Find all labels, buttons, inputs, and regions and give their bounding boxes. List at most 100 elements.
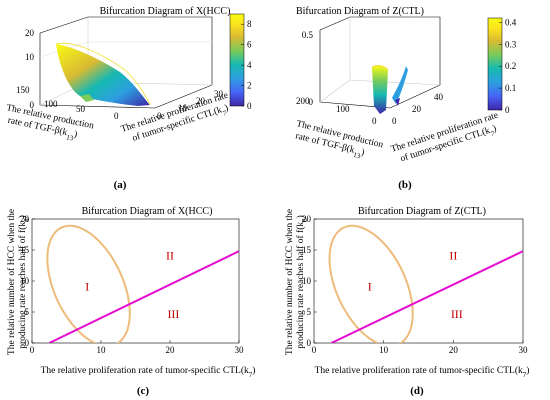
- caption-a: (a): [114, 179, 127, 191]
- region-label: III: [167, 307, 179, 321]
- ytick-label: 10: [20, 276, 30, 286]
- ytick-label: 5: [307, 307, 312, 317]
- ytick-label: 20: [412, 104, 422, 114]
- chart-title: Bifurcation Diagram of Z(CTL): [296, 6, 424, 17]
- xtick-label: 20: [449, 345, 459, 355]
- region-label: I: [368, 279, 372, 293]
- colorbar-tick-label: 0.3: [505, 39, 517, 49]
- region-label: III: [451, 307, 463, 321]
- surface-x-hcc: [56, 44, 150, 106]
- caption-b: (b): [398, 179, 412, 191]
- ytick-label: 20: [196, 96, 206, 106]
- colorbar-tick-label: 0.1: [505, 83, 516, 93]
- axes-frame: [313, 218, 524, 344]
- caption-d: (d): [410, 385, 424, 397]
- ytick-label: 0: [307, 338, 312, 348]
- colorbar-tick-label: 0: [505, 105, 510, 115]
- colorbar-tick-label: 6: [247, 40, 252, 50]
- xtick-label: 150: [16, 85, 30, 95]
- ytick-label: 0: [157, 111, 162, 121]
- region-label: I: [85, 279, 89, 293]
- ylabel-line2: producing rate reaches half of f(k8): [295, 215, 309, 349]
- ytick-label: 40: [434, 92, 444, 102]
- surface-z-ctl-3: [395, 98, 400, 106]
- surface-edge: [55, 42, 151, 106]
- ylabel: The relative number of HCC when the prod…: [284, 209, 309, 355]
- ylabel-line2: producing rate reaches half of f(k8): [17, 215, 31, 349]
- colorbar-tick-label: 0.4: [505, 17, 517, 27]
- chart-title: Bifurcation Diagram of X(HCC): [82, 206, 213, 217]
- colorbar: [229, 13, 245, 107]
- caption-c: (c): [137, 385, 150, 397]
- ytick-label: 20: [302, 214, 312, 224]
- ztick-label: 20: [25, 28, 35, 38]
- surface-z-ctl-1: [372, 65, 388, 114]
- ytick-label: 0: [25, 338, 30, 348]
- ytick-label: 10: [178, 103, 188, 113]
- ztick-label: 10: [25, 52, 35, 62]
- ztick-label: 0.5: [302, 30, 314, 40]
- xlabel: The relative proliferation rate of tumor…: [41, 365, 256, 379]
- panel-c: Bifurcation Diagram of X(HCC) 0 10 20 30 0 5 1…: [6, 206, 255, 397]
- ztick-label: 0: [309, 97, 314, 107]
- xtick-label: 10: [97, 345, 107, 355]
- ellipse-curve: [46, 224, 131, 343]
- colorbar-tick-label: 8: [247, 19, 252, 29]
- colorbar-tick-label: 0.2: [505, 61, 516, 71]
- xtick-label: 100: [336, 104, 350, 114]
- xtick-label: 0: [312, 345, 317, 355]
- xtick-label: 30: [235, 345, 245, 355]
- xtick-label: 0: [30, 345, 35, 355]
- panel-a: Bifurcation Diagram of X(HCC) 0 10 20 15…: [5, 6, 252, 191]
- series-group: [46, 224, 239, 343]
- box-floor-edge: [154, 84, 213, 109]
- ytick-label: 10: [302, 276, 312, 286]
- ylabel-b: The relative proliferation rate of tumor…: [390, 110, 500, 165]
- chart-title: Bifurcation Diagram of Z(CTL): [358, 206, 486, 217]
- ytick-label: 30: [214, 89, 224, 99]
- colorbar-ticks: 0 2 4 6 8: [241, 19, 252, 111]
- xtick-label: 20: [166, 345, 176, 355]
- xtick-label: 50: [76, 104, 86, 114]
- xlabel: The relative proliferation rate of tumor…: [315, 365, 530, 379]
- colorbar-tick-label: 2: [247, 81, 252, 91]
- xtick-label: 10: [379, 345, 389, 355]
- bifurcation-line: [48, 250, 239, 343]
- xtick-label: 100: [44, 99, 58, 109]
- region-label: II: [166, 248, 174, 262]
- box-top-edges: [319, 16, 441, 85]
- region-label: II: [449, 248, 457, 262]
- box-side-floor: [319, 79, 351, 103]
- ytick-label: 15: [302, 245, 312, 255]
- ylabel: The relative number of HCC when the prod…: [6, 209, 31, 355]
- surface-z-ctl-2: [392, 66, 408, 104]
- ytick-label: 0: [392, 116, 397, 126]
- xtick-label: 0: [114, 111, 119, 121]
- xtick-label: 0: [372, 116, 377, 126]
- ytick-label: 15: [20, 245, 30, 255]
- panel-d: Bifurcation Diagram of Z(CTL) 0 10 20 30 0 5 1…: [284, 206, 529, 397]
- panel-b: Bifurcation Diagram of Z(CTL) 0 0.5 20 0 …: [294, 6, 517, 191]
- box-top-edges: [39, 16, 213, 85]
- series-group: [328, 224, 523, 343]
- colorbar-tick-label: 4: [247, 60, 252, 70]
- colorbar: [487, 17, 503, 111]
- xtick-label: 30: [519, 345, 529, 355]
- box-3d: [319, 16, 441, 109]
- bifurcation-line: [330, 250, 523, 343]
- ztick-label: 0: [30, 100, 35, 110]
- ellipse-curve: [328, 224, 414, 343]
- box-back-floor: [349, 79, 441, 86]
- ylabel-line1: The relative number of HCC when the: [284, 209, 295, 355]
- ytick-label: 20: [20, 214, 30, 224]
- colorbar-ticks: 0 0.1 0.2 0.3 0.4: [499, 17, 517, 115]
- ylabel-line1: The relative number of HCC when the: [6, 209, 17, 355]
- axes-frame: [31, 218, 240, 344]
- ytick-label: 5: [25, 307, 30, 317]
- colorbar-tick-label: 0: [247, 101, 252, 111]
- xlabel-b: The relative production rate of TGF-β(k1…: [294, 119, 384, 160]
- chart-title: Bifurcation Diagram of X(HCC): [100, 6, 231, 17]
